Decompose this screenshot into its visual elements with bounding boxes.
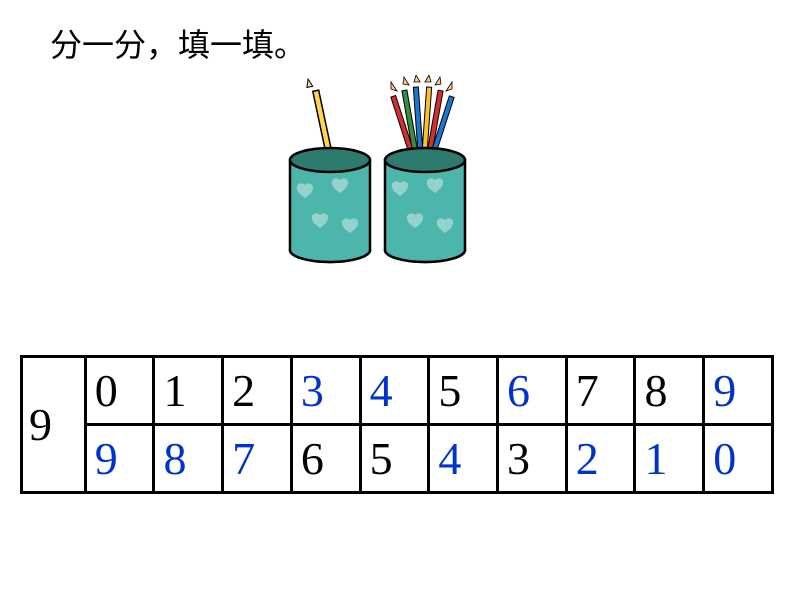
page-title: 分一分，填一填。 — [50, 20, 306, 66]
right-cup-icon — [385, 148, 465, 262]
table-cell: 4 — [360, 357, 429, 425]
table-cell: 9 — [85, 425, 154, 493]
number-decomposition-table: 9 0 1 2 3 4 5 6 7 8 9 9 8 7 6 5 4 3 2 1 … — [20, 355, 774, 494]
table-cell: 7 — [223, 425, 292, 493]
table-cell: 1 — [635, 425, 704, 493]
table-cell: 4 — [429, 425, 498, 493]
table-cell: 3 — [498, 425, 567, 493]
table-cell: 3 — [291, 357, 360, 425]
table-cell: 8 — [635, 357, 704, 425]
table-cell: 5 — [360, 425, 429, 493]
table-cell: 5 — [429, 357, 498, 425]
pencil-cups-illustration — [270, 75, 490, 275]
left-cup-icon — [290, 148, 370, 262]
table-header-cell: 9 — [22, 357, 86, 493]
table-cell: 0 — [85, 357, 154, 425]
table-cell: 8 — [154, 425, 223, 493]
table-cell: 6 — [498, 357, 567, 425]
table-cell: 9 — [704, 357, 773, 425]
table-cell: 0 — [704, 425, 773, 493]
table-cell: 1 — [154, 357, 223, 425]
table-cell: 2 — [223, 357, 292, 425]
table-cell: 6 — [291, 425, 360, 493]
table-cell: 7 — [566, 357, 635, 425]
table-cell: 2 — [566, 425, 635, 493]
number-table-container: 9 0 1 2 3 4 5 6 7 8 9 9 8 7 6 5 4 3 2 1 … — [20, 355, 774, 494]
